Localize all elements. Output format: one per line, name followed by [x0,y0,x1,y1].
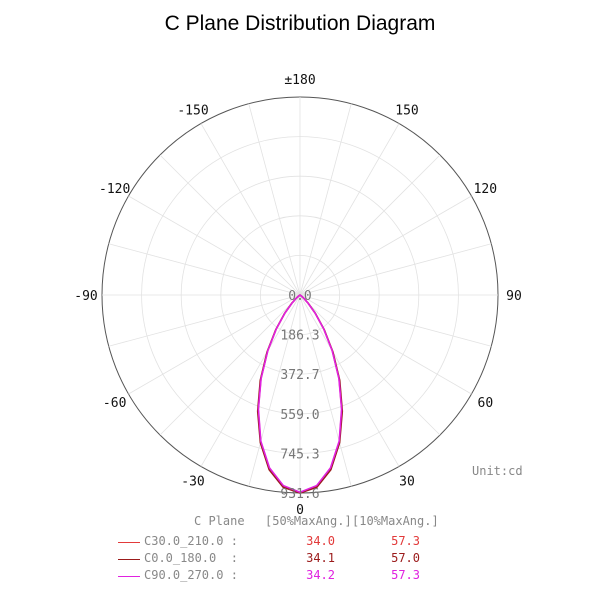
radial-tick-label: 0.0 [288,289,311,304]
grid-spoke [299,154,441,296]
grid-spoke [299,294,441,436]
grid-spoke [159,294,301,436]
chart-title: C Plane Distribution Diagram [164,12,436,35]
unit-label: Unit:cd [472,464,523,478]
radial-tick-label: 186.3 [280,329,319,344]
grid-spoke [128,195,301,296]
grid-spoke [299,195,472,296]
legend-series-name: C0.0_180.0 : [144,551,238,565]
polar-grid [101,96,499,494]
radial-tick-label: 372.7 [280,368,319,383]
legend-swatch [118,542,140,543]
legend-value-50: 34.2 [306,568,335,582]
angle-label: 60 [478,396,494,411]
polar-labels: ±180 150 120 90 60 30 0 -30 -60 -90 -120 -150 0.0 186… [74,73,522,518]
radial-tick-label: 559.0 [280,408,319,423]
legend-value-10: 57.3 [391,568,420,582]
angle-label: -120 [99,182,130,197]
grid-spoke [299,294,352,487]
legend-header-10: [10%MaxAng.] [352,514,439,528]
grid-spoke [299,294,472,395]
legend-swatch [118,559,140,560]
grid-spoke [299,123,400,296]
grid-spoke [108,294,301,347]
legend-value-50: 34.0 [306,534,335,548]
grid-spoke [248,103,301,296]
angle-label: -90 [74,289,97,304]
angle-label: 120 [474,182,497,197]
grid-spoke [128,294,301,395]
legend-value-10: 57.3 [391,534,420,548]
angle-label: -150 [177,104,208,119]
legend-value-50: 34.1 [306,551,335,565]
legend-row: C90.0_270.0 : 34.2 57.3 [0,568,600,586]
angle-label: -30 [181,474,204,489]
legend: C Plane [50%MaxAng.] [10%MaxAng.] C30.0_… [0,514,600,594]
angle-label: 0 [296,503,304,518]
angle-label: 30 [399,474,415,489]
angle-label: 150 [395,104,418,119]
grid-spoke [200,294,301,467]
intensity-curves [256,294,344,494]
grid-spoke [299,243,492,296]
curve-c90-0-270-0 [257,294,343,494]
legend-value-10: 57.0 [391,551,420,565]
angle-label: 90 [506,289,522,304]
legend-header-plane: C Plane [194,514,245,528]
legend-series-name: C90.0_270.0 : [144,568,238,582]
grid-spoke [299,294,400,467]
legend-row: C0.0_180.0 : 34.1 57.0 [0,551,600,569]
angle-label: -60 [103,396,126,411]
legend-series-name: C30.0_210.0 : [144,534,238,548]
legend-swatch [118,576,140,577]
grid-spoke [159,154,301,296]
legend-row: C30.0_210.0 : 34.0 57.3 [0,534,600,552]
grid-spoke [200,123,301,296]
grid-spoke [108,243,301,296]
angle-label: ±180 [284,73,315,88]
grid-spoke [299,103,352,296]
grid-spoke [248,294,301,487]
radial-tick-label: 931.6 [280,487,319,502]
radial-tick-label: 745.3 [280,447,319,462]
grid-spoke [299,294,492,347]
legend-header-50: [50%MaxAng.] [265,514,352,528]
